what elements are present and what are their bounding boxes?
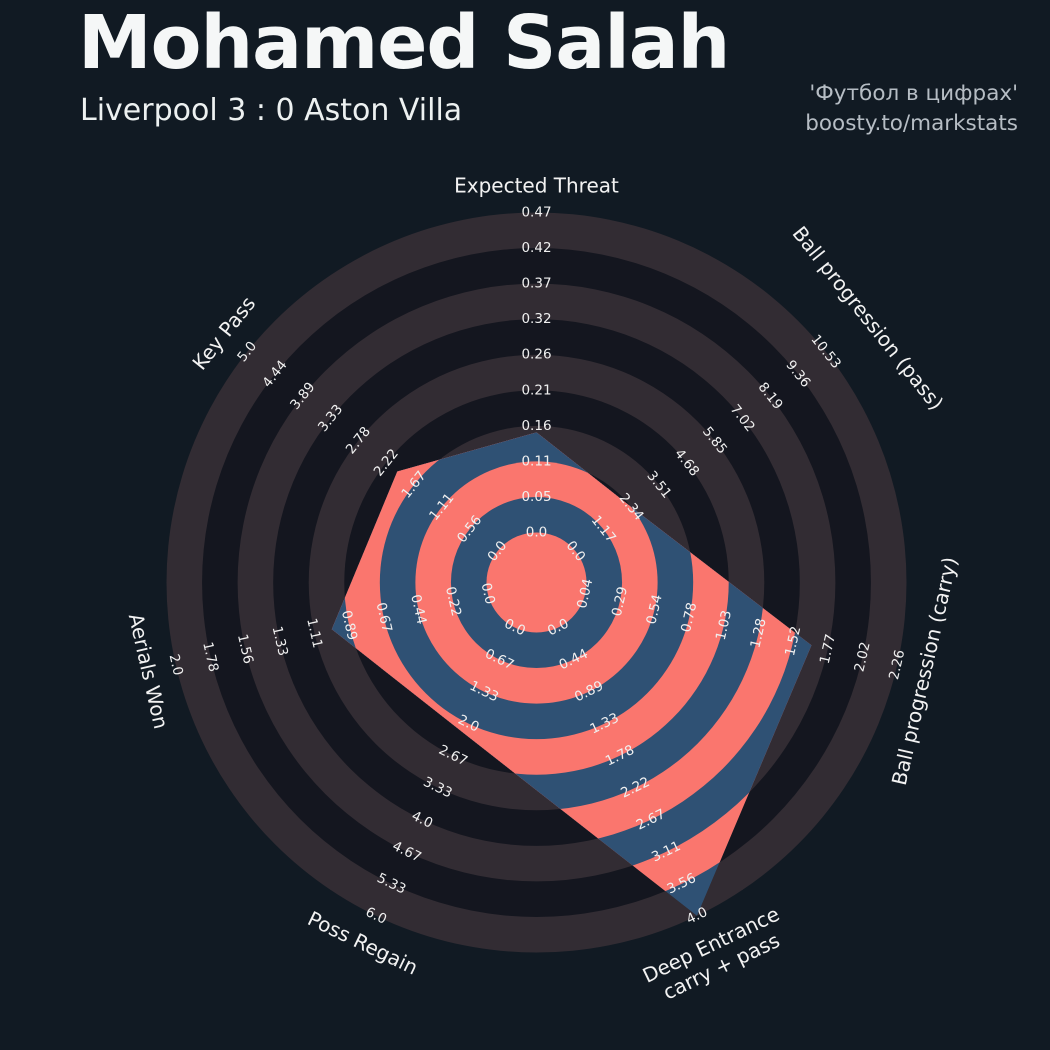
axis-title-expected-threat: Expected Threat — [454, 174, 619, 198]
tick-label-expected-threat-4: 0.21 — [521, 382, 551, 398]
tick-label-ball-progression-carry-2: 0.54 — [643, 593, 665, 626]
tick-label-expected-threat-2: 0.11 — [521, 453, 551, 469]
tick-label-aerials-won-4: 0.89 — [338, 609, 360, 642]
tick-label-aerials-won-2: 0.44 — [407, 593, 429, 626]
watermark-line2: boosty.to/markstats — [805, 111, 1018, 137]
tick-label-ball-progression-carry-7: 1.77 — [817, 633, 839, 666]
tick-labels: 0.0 0.05 0.11 0.16 0.21 0.26 0.32 0.37 0.42 0.47 0… — [166, 205, 909, 928]
tick-label-ball-progression-carry-0: 0.04 — [574, 577, 596, 610]
tick-label-expected-threat-8: 0.42 — [521, 240, 551, 256]
tick-label-ball-progression-carry-5: 1.28 — [747, 617, 769, 650]
tick-label-expected-threat-1: 0.05 — [521, 489, 551, 505]
tick-label-ball-progression-carry-9: 2.26 — [886, 648, 908, 681]
tick-label-aerials-won-9: 2.0 — [166, 653, 186, 678]
tick-label-ball-progression-carry-6: 1.52 — [782, 625, 804, 658]
page-title: Mohamed Salah — [78, 0, 730, 86]
tick-label-ball-progression-carry-4: 1.03 — [713, 609, 735, 642]
tick-label-ball-progression-carry-3: 0.78 — [678, 601, 700, 634]
tick-label-expected-threat-5: 0.26 — [521, 347, 551, 363]
tick-label-aerials-won-1: 0.22 — [442, 585, 464, 618]
tick-label-ball-progression-carry-8: 2.02 — [851, 640, 873, 673]
polygon-ring-center — [486, 532, 587, 633]
watermark: 'Футбол в цифрах' boosty.to/markstats — [805, 79, 1018, 139]
tick-label-ball-progression-carry-1: 0.29 — [609, 585, 631, 618]
axis-title-aerials-won: Aerials Won — [124, 611, 174, 731]
tick-label-aerials-won-6: 1.33 — [269, 625, 291, 658]
tick-label-aerials-won-8: 1.78 — [199, 640, 221, 673]
tick-label-expected-threat-3: 0.16 — [521, 418, 551, 434]
tick-label-expected-threat-6: 0.32 — [521, 311, 551, 327]
tick-label-aerials-won-3: 0.67 — [373, 601, 395, 634]
tick-label-aerials-won-5: 1.11 — [303, 617, 325, 650]
tick-label-expected-threat-7: 0.37 — [521, 276, 551, 292]
axis-title-line: Expected Threat — [454, 174, 619, 198]
tick-label-expected-threat-9: 0.47 — [521, 205, 551, 221]
tick-label-expected-threat-0: 0.0 — [526, 525, 547, 541]
tick-label-aerials-won-0: 0.0 — [478, 581, 498, 606]
match-subtitle: Liverpool 3 : 0 Aston Villa — [80, 93, 463, 128]
tick-label-aerials-won-7: 1.56 — [234, 633, 256, 666]
axis-title-line: Aerials Won — [124, 611, 174, 731]
watermark-line1: 'Футбол в цифрах' — [809, 81, 1018, 106]
